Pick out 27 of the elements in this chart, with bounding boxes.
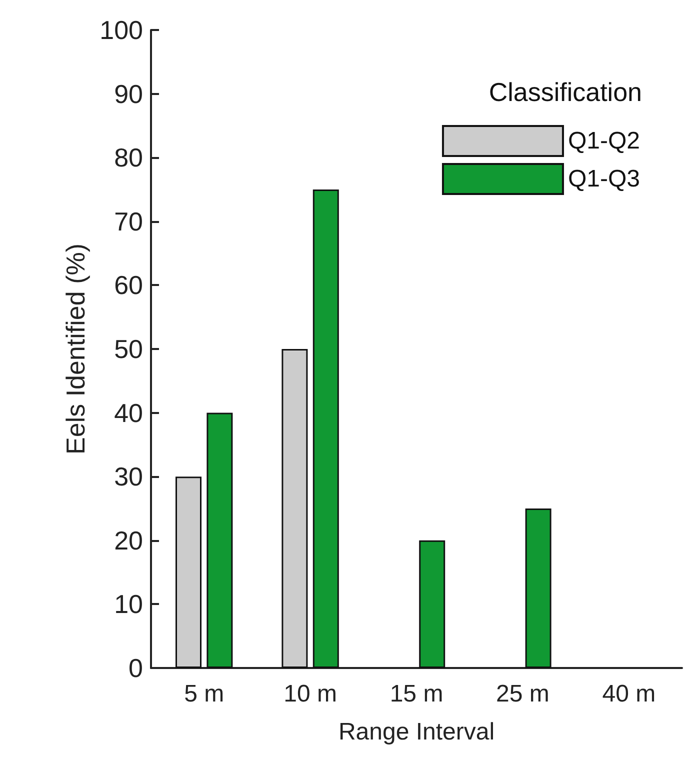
y-tick-label: 80	[114, 142, 143, 173]
y-tick-label: 0	[128, 653, 143, 683]
y-tick-label: 100	[100, 15, 143, 45]
y-tick-label: 60	[114, 270, 143, 300]
y-axis-title: Eels Identified (%)	[60, 244, 91, 454]
x-tick-label: 5 m	[184, 680, 224, 708]
y-tick-label: 30	[114, 462, 143, 492]
y-tick-label: 50	[114, 334, 143, 364]
x-axis-title: Range Interval	[338, 718, 495, 746]
bar	[282, 349, 308, 668]
bar	[206, 412, 233, 668]
y-tick-label: 90	[114, 78, 143, 109]
legend-label: Q1-Q2	[568, 128, 640, 154]
legend-title: Classification	[488, 77, 642, 107]
x-tick-label: 40 m	[602, 680, 656, 708]
legend-label: Q1-Q3	[568, 166, 640, 192]
y-tick-label: 10	[114, 589, 143, 620]
y-tick-label: 20	[114, 525, 143, 556]
y-tick-label: 70	[114, 206, 143, 236]
bar	[312, 190, 339, 668]
x-tick-label: 15 m	[390, 680, 444, 708]
x-tick-label: 10 m	[284, 680, 337, 708]
y-tick-label: 40	[114, 398, 143, 428]
bar	[525, 508, 552, 668]
x-tick-label: 25 m	[496, 680, 550, 708]
bar	[176, 476, 202, 668]
bar	[419, 540, 446, 668]
